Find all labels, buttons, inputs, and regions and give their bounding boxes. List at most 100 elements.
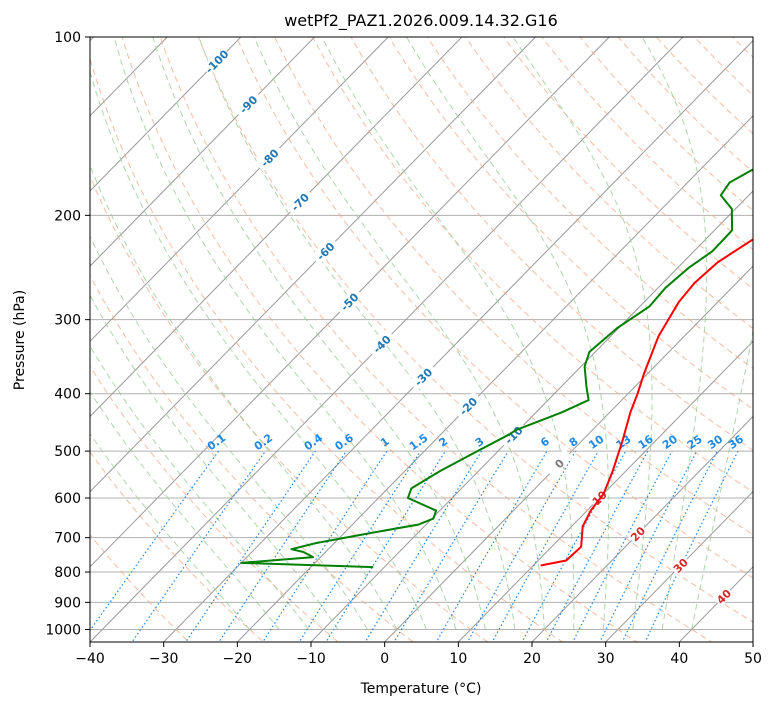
x-tick-label: 10 <box>449 651 467 667</box>
moist-adiabat <box>90 294 339 630</box>
x-tick-label: −10 <box>296 651 326 667</box>
y-tick-label: 100 <box>54 30 81 46</box>
dry-adiabat <box>350 37 753 451</box>
x-axis-title: Temperature (°C) <box>360 681 482 697</box>
isotherm-label-bg <box>367 329 396 358</box>
mixing-ratio-line <box>435 450 548 642</box>
y-axis-ticks: 100 200 300 400 500 600 700 800 900 1000 <box>45 30 90 638</box>
x-tick-label: −20 <box>223 651 253 667</box>
thermodynamic-background-lines <box>90 37 753 642</box>
isotherm-label-bg <box>544 448 573 478</box>
profile-series <box>240 168 753 569</box>
isotherm-label-bg <box>254 143 284 172</box>
y-tick-label: 800 <box>54 565 81 581</box>
isotherm-label-bg <box>202 46 231 75</box>
skewed-isotherm <box>90 37 684 642</box>
x-tick-label: −40 <box>75 651 105 667</box>
x-tick-label: 30 <box>597 651 615 667</box>
y-tick-label: 200 <box>54 208 81 224</box>
dry-adiabat <box>426 37 753 370</box>
y-tick-label: 600 <box>54 491 81 507</box>
theta-label-bg <box>669 554 691 576</box>
dry-adiabat <box>274 37 753 536</box>
moist-adiabat <box>641 37 708 630</box>
dewpoint-profile-line <box>240 168 753 569</box>
mixing-ratio-line <box>218 450 347 642</box>
moist-adiabat <box>253 37 545 630</box>
plot-frame <box>89 36 754 643</box>
skewed-isotherm <box>90 37 316 267</box>
y-tick-label: 500 <box>54 444 81 460</box>
temperature-profile-line <box>540 238 753 567</box>
mixing-ratio-line <box>364 450 483 642</box>
isotherm-label-bg <box>285 187 314 216</box>
skewed-isotherm <box>90 37 389 343</box>
moist-adiabat <box>152 37 486 630</box>
chart-title: wetPf2_PAZ1.2026.009.14.32.G16 <box>284 11 558 31</box>
mixing-ratio-line <box>491 450 599 642</box>
plot-background <box>90 37 753 642</box>
x-tick-label: 0 <box>380 651 389 667</box>
moist-adiabat <box>198 37 516 630</box>
y-tick-label: 300 <box>54 313 81 329</box>
isotherm-label-bg <box>453 391 482 420</box>
mixing-ratio-line <box>185 450 316 642</box>
theta-label-bg <box>626 522 648 544</box>
skewed-isotherm <box>162 39 753 642</box>
dry-adiabat <box>579 37 753 212</box>
skewed-isotherm <box>90 37 242 192</box>
y-tick-label: 400 <box>54 387 81 403</box>
dry-adiabat <box>90 451 265 642</box>
y-tick-label: 1000 <box>45 622 81 638</box>
skewed-isotherm <box>236 115 753 642</box>
moist-adiabat <box>90 235 368 630</box>
mixing-ratio-line <box>644 450 739 642</box>
dry-adiabat <box>121 37 638 642</box>
skewed-isotherm <box>604 490 753 642</box>
mixing-ratio-line <box>325 450 446 642</box>
mixing-ratio-line <box>90 450 220 632</box>
isotherm-label-bg <box>408 362 437 391</box>
dry-adiabat <box>312 37 753 493</box>
x-tick-label: 20 <box>523 651 541 667</box>
y-tick-label: 900 <box>54 595 81 611</box>
isotherm-label-bg <box>233 89 262 118</box>
skewed-isotherm <box>90 37 537 493</box>
moist-adiabat <box>90 390 280 630</box>
skewed-isotherm <box>90 37 463 418</box>
mixing-ratio-line <box>393 450 509 642</box>
x-tick-label: −30 <box>149 651 179 667</box>
x-tick-label: 50 <box>744 651 762 667</box>
moist-adiabat <box>113 37 457 630</box>
dry-adiabat <box>90 175 489 642</box>
moist-adiabat <box>512 37 653 630</box>
mixing-ratio-line <box>262 450 388 642</box>
y-tick-label: 700 <box>54 531 81 547</box>
mixing-ratio-line <box>298 450 422 642</box>
dry-adiabat <box>617 37 753 173</box>
moist-adiabat <box>406 37 610 630</box>
moist-adiabat <box>90 345 309 630</box>
skewed-isotherm <box>531 415 753 642</box>
skewed-isotherm <box>457 340 753 642</box>
isotherm-label-bg <box>310 236 339 265</box>
moist-adiabat <box>691 328 753 630</box>
isotherm-label-bg <box>334 287 364 316</box>
moist-adiabat <box>90 70 427 630</box>
x-tick-label: 40 <box>670 651 688 667</box>
skewed-isotherm <box>310 190 753 642</box>
y-axis-title: Pressure (hPa) <box>12 290 28 390</box>
skewed-isotherm <box>383 265 753 642</box>
dry-adiabat <box>90 57 564 642</box>
moist-adiabat <box>321 37 575 630</box>
plot-area <box>90 37 753 642</box>
skewed-isotherm <box>90 37 610 568</box>
plot-border <box>89 36 754 643</box>
dry-adiabat <box>159 37 713 642</box>
x-axis-ticks: −40 −30 −20 −10 0 10 20 30 40 50 <box>75 642 762 667</box>
dry-adiabat <box>655 37 753 135</box>
dry-adiabat <box>388 37 753 410</box>
moist-adiabat <box>90 432 251 630</box>
theta-label-bg <box>712 585 734 607</box>
